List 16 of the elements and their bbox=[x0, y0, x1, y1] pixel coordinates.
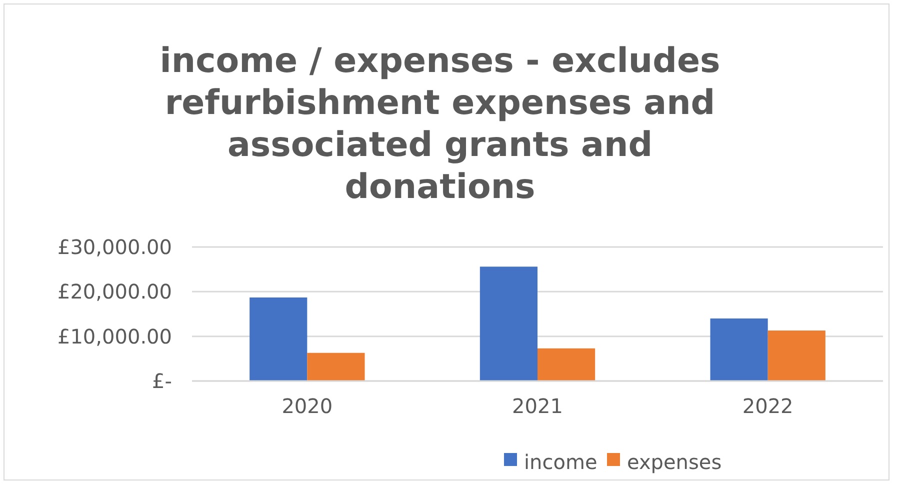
y-tick-label: £20,000.00 bbox=[57, 280, 172, 304]
y-tick-label: £10,000.00 bbox=[57, 324, 172, 348]
bar bbox=[307, 352, 365, 381]
bar bbox=[768, 330, 826, 381]
bar bbox=[710, 318, 768, 381]
y-tick-label: £30,000.00 bbox=[57, 235, 172, 259]
x-tick-label: 2020 bbox=[282, 394, 333, 418]
legend-label: expenses bbox=[627, 450, 722, 474]
chart-title: income / expenses - excludes refurbishment expenses and associated grants and donations bbox=[160, 41, 720, 207]
bar bbox=[480, 266, 538, 381]
bar bbox=[250, 297, 308, 381]
legend-label: income bbox=[524, 450, 598, 474]
bar bbox=[538, 348, 596, 381]
y-tick-label: £- bbox=[152, 369, 172, 393]
x-tick-label: 2021 bbox=[512, 394, 563, 418]
x-tick-label: 2022 bbox=[742, 394, 794, 418]
